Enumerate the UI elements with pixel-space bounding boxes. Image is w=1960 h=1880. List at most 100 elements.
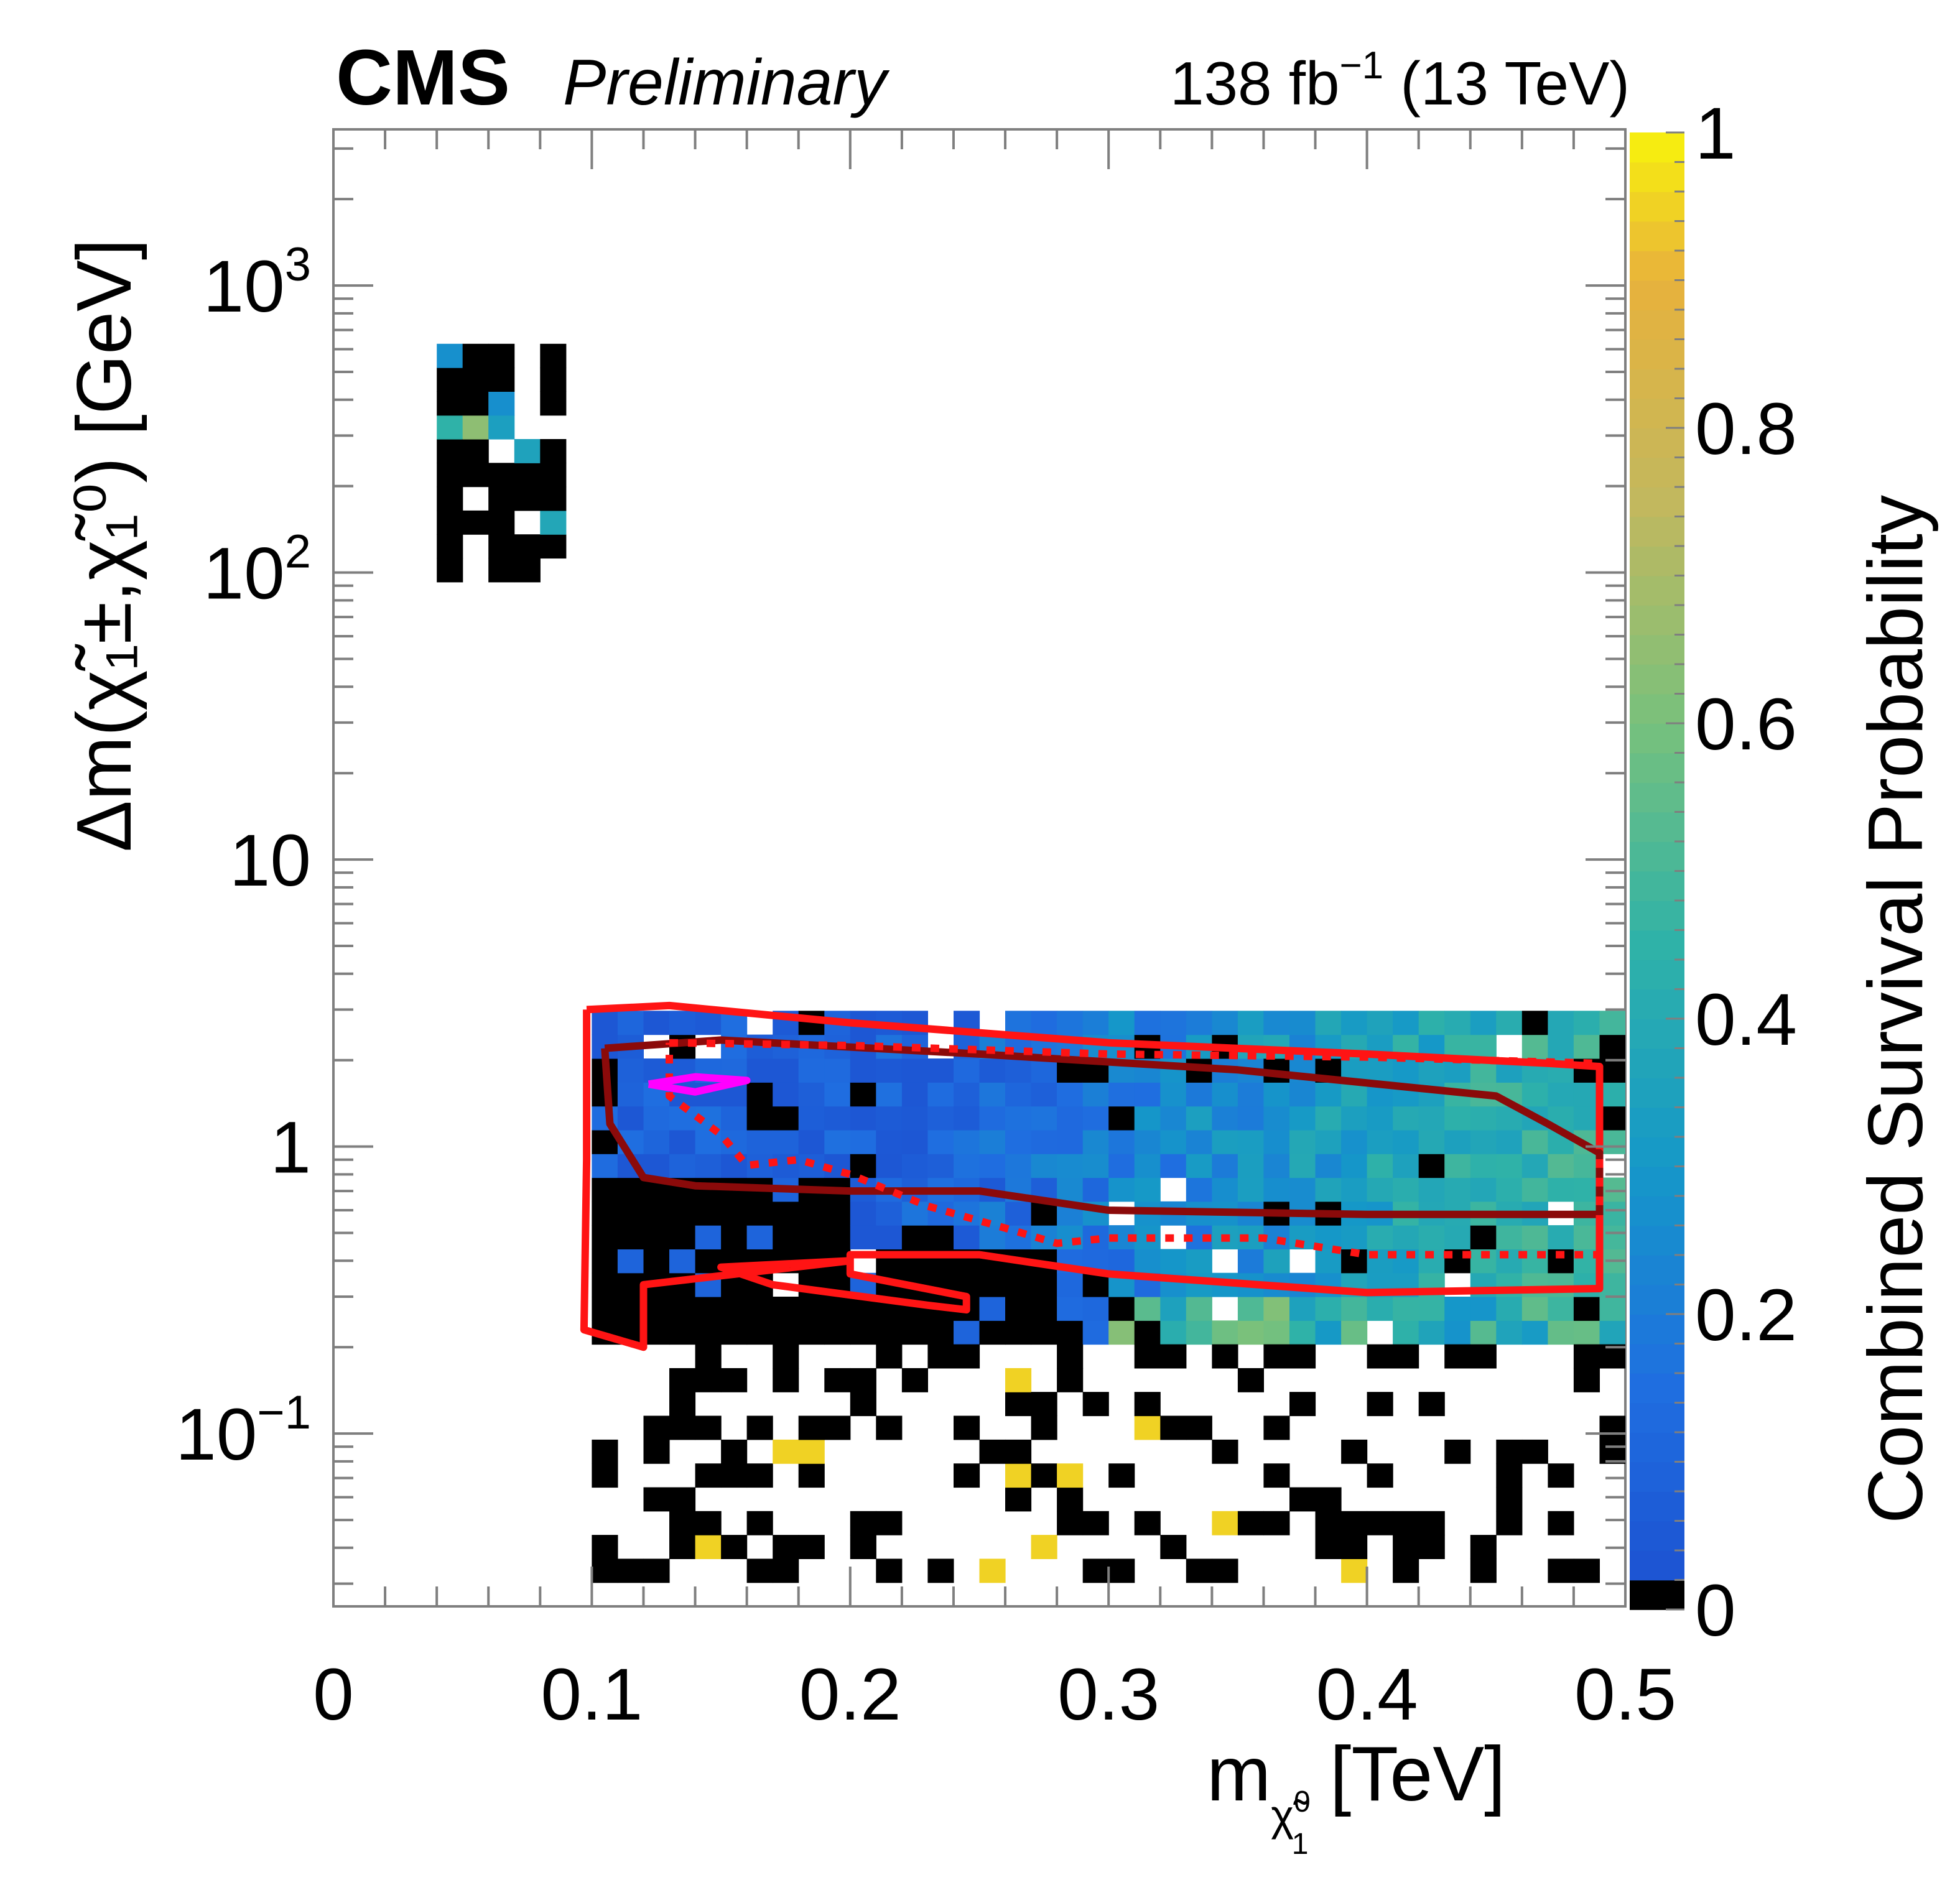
color-scale-band [1630,1314,1684,1345]
heatmap-cell [773,1368,799,1392]
heatmap-cell [617,1297,644,1321]
heatmap-cell [540,343,567,368]
heatmap-cell [1393,1225,1419,1249]
heatmap-cell [1289,1487,1316,1512]
heatmap-cell [721,1297,748,1321]
heatmap-cell [592,1225,618,1249]
heatmap-cell [1160,1106,1187,1131]
color-scale-band [1630,989,1684,1019]
color-scale-band [1630,1078,1684,1108]
heatmap-cell [1444,1011,1471,1035]
heatmap-cell [1418,1320,1445,1345]
heatmap-cell [1548,1011,1574,1035]
color-scale-band [1630,1166,1684,1197]
y-tick-label: 10−1 [175,1386,311,1476]
heatmap-cell [1212,1082,1238,1107]
heatmap-cell [643,1129,670,1154]
heatmap-cell [1005,1272,1032,1297]
heatmap-cell [721,1439,748,1464]
heatmap-cell [1444,1225,1471,1249]
z-tick-labels: 0 0.2 0.4 0.6 0.8 1 [1695,93,1797,1652]
heatmap-cell [1367,1177,1393,1202]
heatmap-cell [1341,1511,1368,1535]
heatmap-cell [979,1320,1006,1345]
heatmap-cell [1548,1154,1574,1178]
heatmap-cell [1031,1082,1057,1107]
heatmap-cell [1548,1082,1574,1107]
heatmap-cell [1005,1392,1032,1417]
heatmap-cell [798,1297,825,1321]
x-tick-label: 0 [313,1654,354,1736]
heatmap-cell [1031,1106,1057,1131]
heatmap-cell [437,368,463,392]
heatmap-cell [1237,1011,1264,1035]
heatmap-cell [1444,1106,1471,1131]
heatmap-cell [1212,1320,1238,1345]
heatmap-cell [1237,1106,1264,1131]
heatmap-cell [695,1368,722,1392]
y-tick-base: 1 [270,1107,311,1189]
heatmap-cell [850,1106,876,1131]
heatmap-cell [1005,1439,1032,1464]
x-tick-label: 0.5 [1574,1654,1676,1736]
heatmap-cell [721,1535,748,1559]
heatmap-cell [979,1558,1006,1583]
heatmap-cell [850,1058,876,1083]
x-axis-title-main: m [1207,1731,1271,1817]
heatmap-cell [979,1106,1006,1131]
heatmap-cell [1005,1297,1032,1321]
color-scale-band [1630,1373,1684,1404]
heatmap-cell [1470,1558,1497,1583]
y-axis-title: Δm(χ̃₁±,χ̃₁⁰) [GeV] [62,239,147,852]
color-scale-band [1630,723,1684,754]
heatmap-cell [1005,1463,1032,1488]
heatmap-cell [850,1225,876,1249]
color-scale-band [1630,1402,1684,1433]
heatmap-cell [1315,1106,1342,1131]
heatmap-cell [1057,1177,1084,1202]
heatmap-cell [979,1129,1006,1154]
y-tick-exponent: −1 [257,1386,311,1439]
heatmap-cell [1393,1535,1419,1559]
heatmap-cell [1082,1392,1109,1417]
heatmap-cell [1160,1249,1187,1274]
heatmap-cell [824,1129,851,1154]
heatmap-cell [669,1297,696,1321]
color-scale-band [1630,1225,1684,1256]
heatmap-cell [773,1558,799,1583]
color-scale [1630,131,1684,1611]
heatmap-cell [643,1487,670,1512]
color-scale-band [1630,1284,1684,1315]
heatmap-cell [746,1320,773,1345]
heatmap-cell [1289,1320,1316,1345]
heatmap-cell [954,1320,980,1345]
heatmap-cell [617,1082,644,1107]
heatmap-cell [1134,1344,1161,1369]
heatmap-cell [850,1320,876,1345]
axis-ticks [332,129,1627,1606]
heatmap-cell [1599,1106,1625,1131]
heatmap-cell [488,510,515,535]
color-scale-band [1630,1019,1684,1049]
heatmap-cell [437,486,463,511]
heatmap-cell [1548,1272,1574,1297]
heatmap-cell [1134,1154,1161,1178]
x-tick-label: 0.2 [799,1654,901,1736]
heatmap-cell [1031,1058,1057,1083]
heatmap-cell [437,439,463,463]
heatmap-cell [1263,1511,1290,1535]
z-tick-label: 0.8 [1695,388,1797,470]
heatmap-cell [901,1129,928,1154]
heatmap-cell [1289,1297,1316,1321]
heatmap-cell [1573,1320,1600,1345]
heatmap-cell [1367,1297,1393,1321]
heatmap-cell [695,1320,722,1345]
heatmap-cell [721,1106,748,1131]
heatmap-cell [643,1011,670,1035]
heatmap-cell [1134,1297,1161,1321]
heatmap-cell [669,1511,696,1535]
heatmap-cell [488,368,515,392]
heatmap-cell [1315,1511,1342,1535]
heatmap-cell [1496,1487,1523,1512]
lumi-energy: (13 TeV) [1383,49,1630,118]
